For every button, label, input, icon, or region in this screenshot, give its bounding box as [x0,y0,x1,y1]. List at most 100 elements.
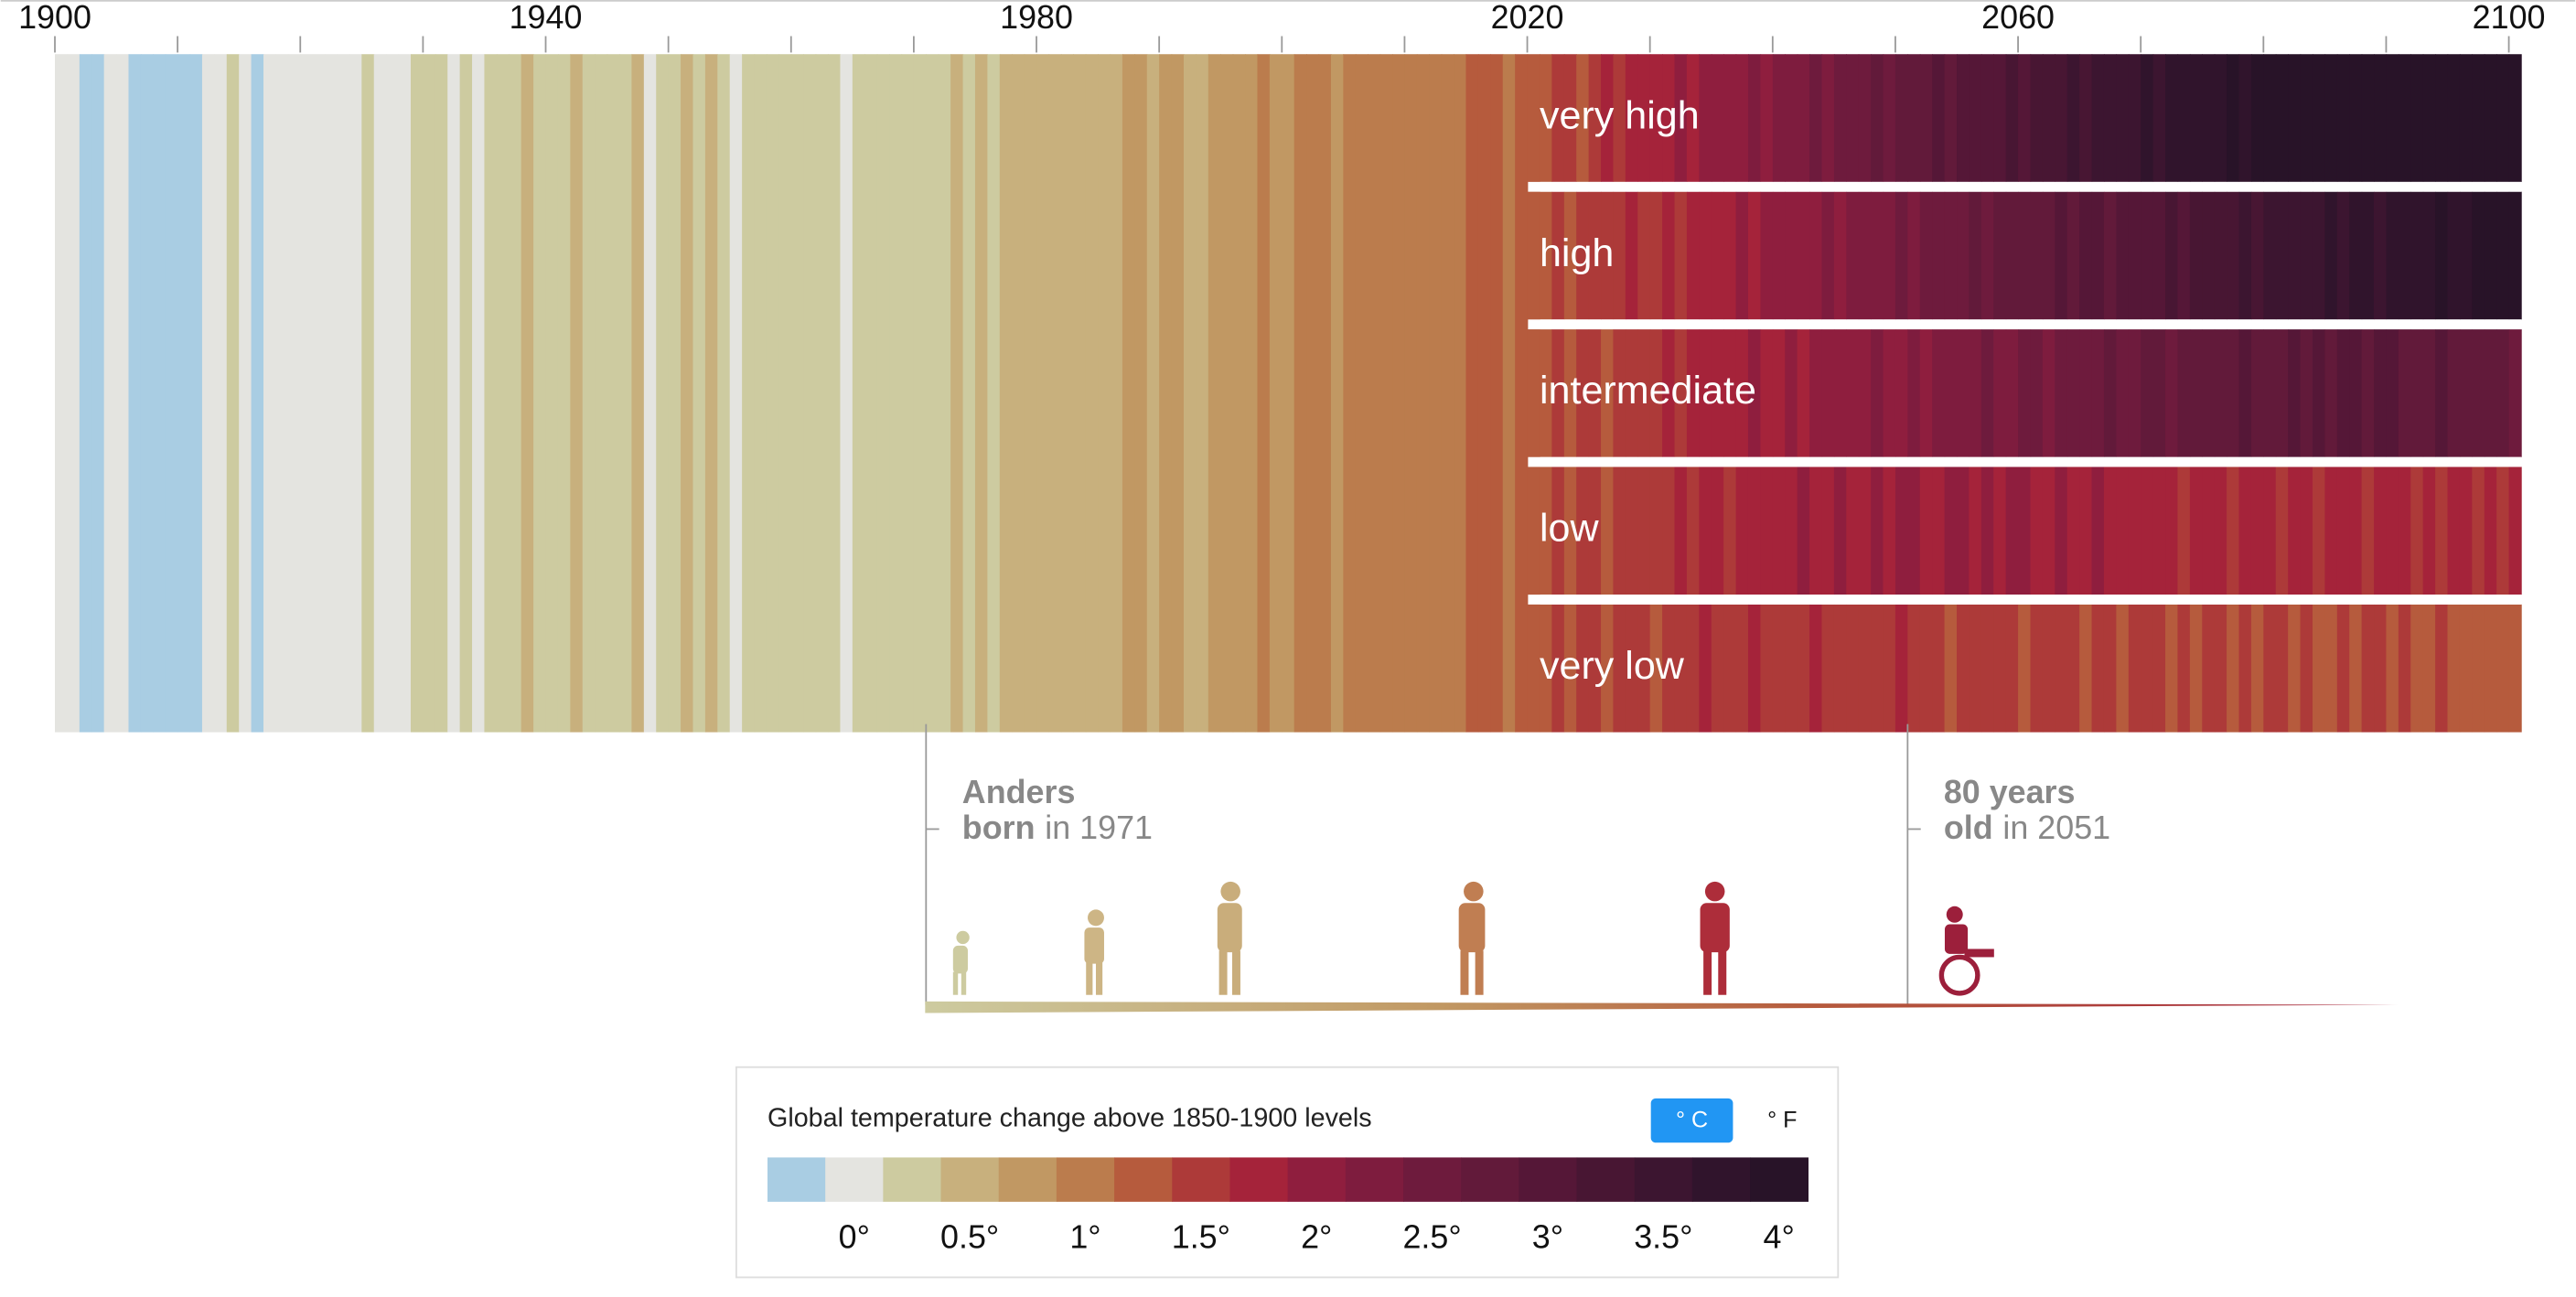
stripe [2018,54,2032,182]
stripe [2030,54,2044,182]
stripe [606,54,620,733]
stripe [1527,54,1540,733]
stripe [704,54,719,733]
stripe [2214,54,2227,182]
stripe [803,54,817,733]
stripe [1980,191,1994,320]
stripe [1637,54,1651,182]
stripe [79,54,92,733]
stripe [1747,191,1762,320]
stripe [1907,329,1921,457]
annotation-rest: in 2051 [2002,810,2110,847]
stripe [2091,54,2105,182]
stripe [1809,604,1823,733]
stripe [2030,466,2044,595]
stripe [1735,604,1749,733]
stripe [1699,191,1712,320]
stripe [876,54,890,733]
stripe [852,54,865,733]
stripe [153,54,166,733]
stripe [1588,329,1602,457]
stripe [496,54,510,733]
stripe [1747,329,1762,457]
stripe [2508,329,2522,457]
stripe [2202,191,2216,320]
stripe [2275,466,2289,595]
stripe [1969,604,1982,733]
scenario-label[interactable]: low [1540,507,1600,551]
legend-swatch [825,1157,885,1202]
stripe [2202,329,2216,457]
stripe [545,54,559,733]
stripe [2238,191,2252,320]
stripe [1625,604,1638,733]
legend-tick-label: 0.5° [940,1219,999,1256]
stripe [1637,604,1651,733]
stripe [275,54,289,733]
stripe [1699,54,1712,182]
stripe [1919,54,1933,182]
stripe [950,54,964,733]
stripe [889,54,903,733]
stripe [962,54,976,733]
stripe [1551,54,1565,182]
stripe [1797,54,1810,182]
stripe [2141,466,2154,595]
stripe [1969,191,1982,320]
stripe [2496,466,2510,595]
stripe [2275,329,2289,457]
stripe [2055,466,2068,595]
stripe [1355,54,1368,733]
legend-swatch [1750,1157,1809,1202]
stripe [1588,54,1602,182]
scenario-label[interactable]: intermediate [1540,369,1756,413]
scenario-label[interactable]: high [1540,231,1614,275]
stripe [2005,604,2019,733]
stripe [2410,191,2424,320]
stripe [1686,54,1701,182]
stripe [165,54,178,733]
stripe [2018,329,2032,457]
stripe [1686,604,1701,733]
scenario-label[interactable]: very high [1540,93,1700,137]
unit-toggle-active[interactable] [1650,1098,1733,1143]
stripe [2288,54,2302,182]
stripe [116,54,130,733]
stripe [2030,604,2044,733]
stripe [1957,191,1970,320]
stripe [1343,54,1357,733]
stripe [2079,604,2093,733]
stripe [1894,329,1909,457]
stripe [1785,466,1798,595]
unit-toggle[interactable]: ° C [1676,1108,1708,1133]
stripe [2250,329,2265,457]
legend-tick-label: 4° [1764,1219,1795,1256]
stripe [1969,329,1982,457]
stripe [287,54,301,733]
stripe [2103,466,2118,595]
stripe [1735,329,1749,457]
stripe [1993,604,2007,733]
stripe [1846,329,1860,457]
legend-swatch [1345,1157,1404,1202]
stripe [2386,329,2399,457]
stripe [2336,466,2350,595]
stripe [1699,329,1712,457]
stripe [2324,604,2338,733]
x-tick-label: 2020 [1491,0,1564,36]
stripe [1980,604,1994,733]
stripe [2484,466,2497,595]
x-axis: 1900 1940 1980 2020 2060 2100 [18,0,2545,53]
stripe [140,54,155,733]
stripe [1330,54,1345,733]
stripe [717,54,731,733]
stripe [1625,329,1638,457]
stripe [2398,54,2411,182]
unit-toggle[interactable]: ° F [1767,1108,1797,1133]
stripe [1907,191,1921,320]
stripe [2141,191,2154,320]
stripe [2472,54,2485,182]
scenario-label[interactable]: very low [1540,644,1685,688]
stripe [2336,329,2350,457]
stripe [509,54,522,733]
